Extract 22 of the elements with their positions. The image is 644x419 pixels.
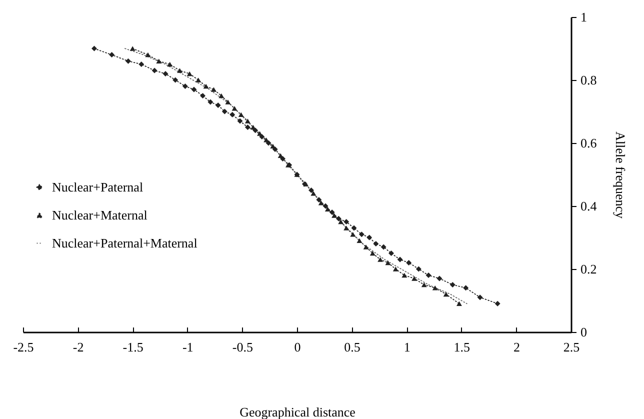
y-tick-label: 0.2: [580, 262, 597, 276]
x-tick-label: 0: [294, 340, 301, 354]
x-tick-label: 0.5: [344, 340, 360, 354]
legend-label: Nuclear+Paternal+Maternal: [52, 235, 198, 250]
x-tick-label: 1: [404, 340, 410, 354]
y-tick-label: 0.4: [580, 198, 598, 214]
x-tick-label: -2.5: [13, 340, 34, 354]
y-axis-title: Allele frequency: [612, 132, 628, 219]
x-tick-label: -1.5: [122, 340, 144, 354]
x-tick-label: -2: [72, 340, 84, 354]
legend-label: Nuclear+Maternal: [52, 207, 148, 222]
x-axis-title: Geographical distance: [240, 404, 356, 419]
x-tick-label: -1: [182, 340, 194, 354]
y-tick-label: 0.8: [580, 72, 597, 88]
y-tick-label: 0.6: [580, 136, 598, 150]
y-tick-label: 0: [580, 324, 587, 340]
x-tick-label: -0.5: [232, 340, 253, 354]
legend-label: Nuclear+Paternal: [52, 179, 144, 194]
y-tick-label: 1: [580, 10, 587, 24]
x-tick-label: 2: [513, 340, 520, 354]
x-tick-label: 2.5: [563, 340, 580, 354]
x-tick-label: 1.5: [454, 340, 470, 354]
